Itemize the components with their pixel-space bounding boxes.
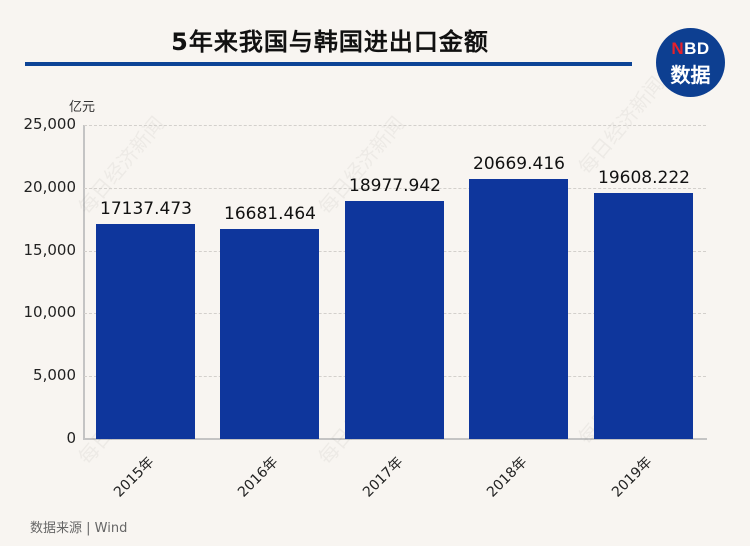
- y-tick-label: 10,000: [23, 303, 77, 321]
- y-tick-label: 15,000: [23, 241, 77, 259]
- bar-value-label: 19608.222: [598, 168, 690, 188]
- bar-2017年: [345, 201, 444, 439]
- y-axis-unit: 亿元: [69, 100, 96, 115]
- bar-value-label: 18977.942: [349, 176, 441, 196]
- y-tick-label: 5,000: [33, 366, 76, 384]
- bar-2016年: [220, 229, 319, 439]
- x-axis: [83, 438, 707, 440]
- title-rule: [25, 62, 632, 66]
- gridline: [84, 188, 706, 189]
- chart-title: 5年来我国与韩国进出口金额: [171, 28, 489, 56]
- logo-accent: N: [671, 39, 685, 58]
- x-tick-label: 2016年: [235, 454, 282, 501]
- x-tick-label: 2017年: [360, 454, 407, 501]
- bar-2019年: [594, 193, 693, 439]
- logo-text: BD: [684, 39, 710, 58]
- y-tick-label: 25,000: [23, 115, 77, 133]
- logo-subtext: 数据: [670, 63, 711, 87]
- x-tick-label: 2018年: [484, 454, 531, 501]
- bar-value-label: 17137.473: [100, 199, 192, 219]
- gridline: [84, 125, 706, 126]
- y-tick-label: 20,000: [23, 178, 77, 196]
- nbd-logo: NBD 数据: [656, 28, 725, 97]
- bar-2018年: [469, 179, 568, 439]
- y-axis: [83, 125, 85, 440]
- y-tick-label: 0: [66, 429, 76, 447]
- bar-value-label: 16681.464: [224, 204, 316, 224]
- bar-2015年: [96, 224, 195, 439]
- x-tick-label: 2019年: [609, 454, 656, 501]
- bar-value-label: 20669.416: [473, 154, 565, 174]
- data-source: 数据来源 | Wind: [30, 521, 128, 536]
